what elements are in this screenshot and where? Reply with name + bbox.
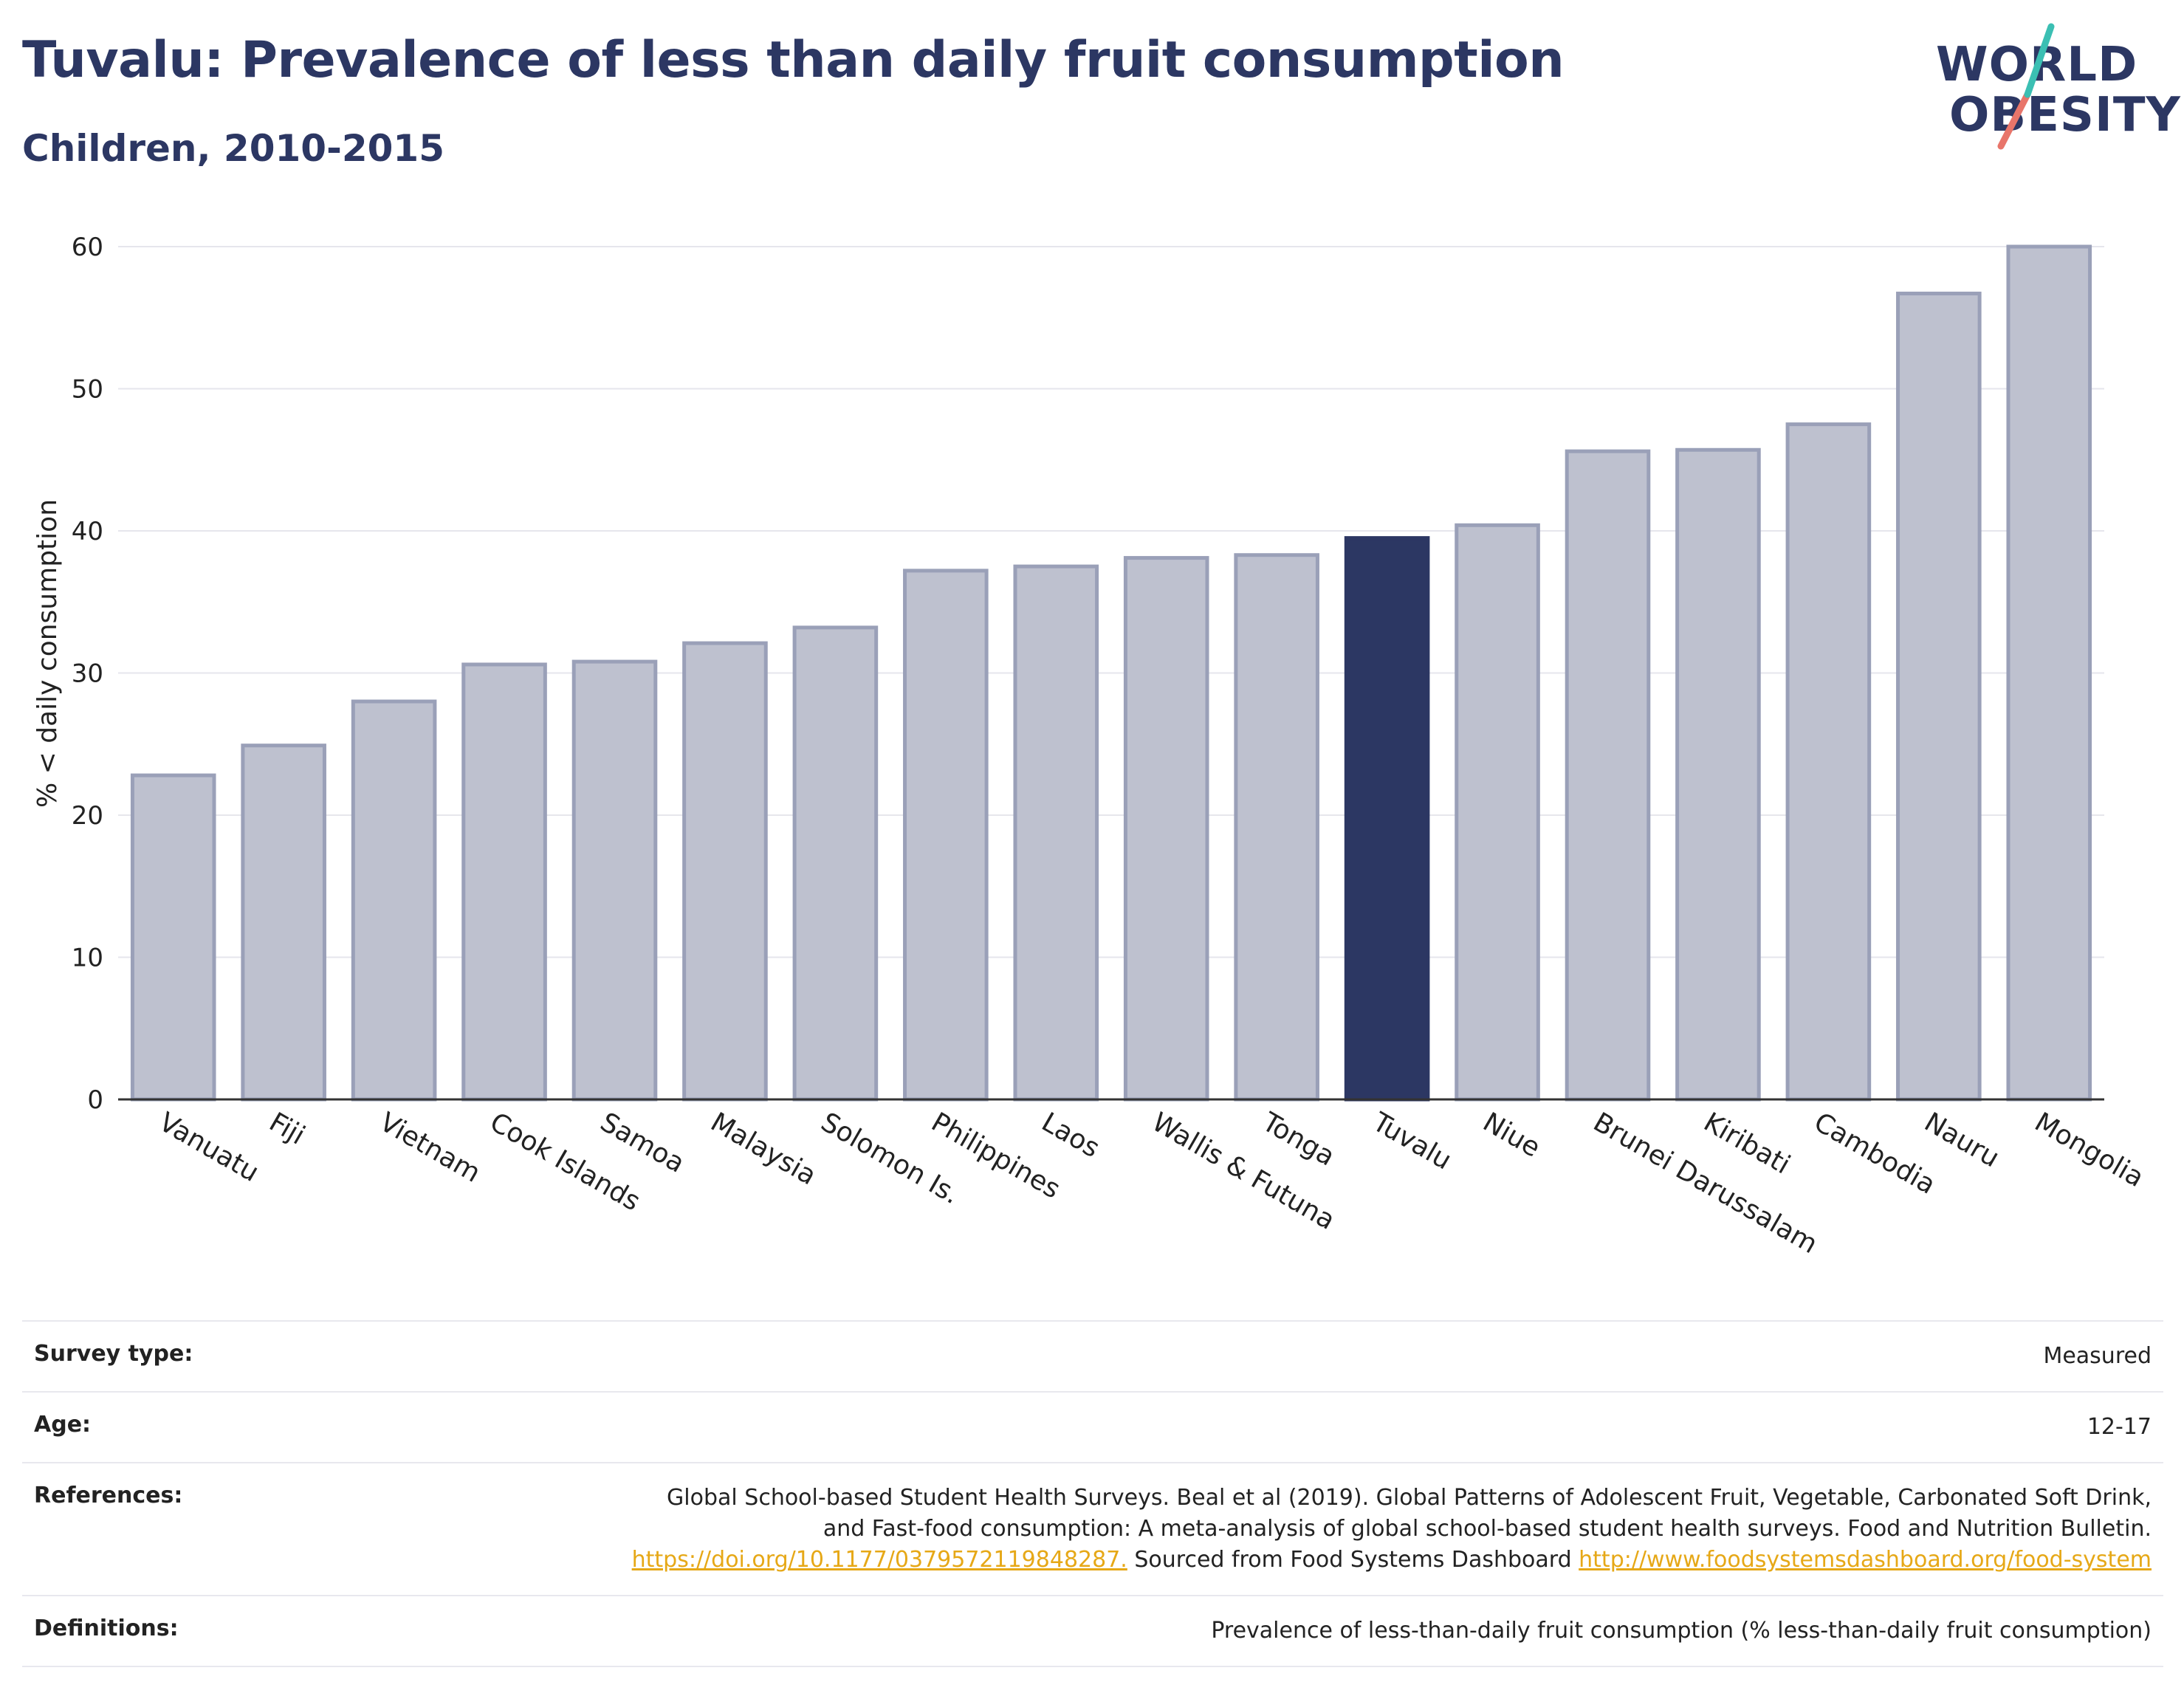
x-tick-label: Mongolia (2030, 1107, 2149, 1193)
definitions-value: Prevalence of less-than-daily fruit cons… (1211, 1618, 2152, 1644)
bar-fiji (241, 744, 326, 1102)
bar-niue (1455, 523, 1540, 1102)
x-tick-label: Kiribati (1698, 1107, 1795, 1180)
x-tick-label: Samoa (595, 1107, 690, 1179)
logo-slash-icon (1997, 23, 2055, 150)
references-text-2: and Fast-food consumption: A meta-analys… (823, 1516, 2152, 1542)
bar-brunei-darussalam (1565, 449, 1651, 1102)
bar-nauru (1896, 292, 1982, 1102)
bar-laos (1013, 564, 1099, 1102)
bar-mongolia (2006, 244, 2092, 1102)
y-tick-label: 30 (72, 659, 103, 689)
x-tick-label: Nauru (1919, 1107, 2004, 1173)
bar-malaysia (682, 641, 768, 1102)
bar-vietnam (351, 699, 437, 1102)
world-obesity-logo: WORLD OBESITY (1927, 21, 2180, 161)
y-axis-label: % < daily consumption (32, 499, 63, 808)
survey-type-label: Survey type: (34, 1341, 193, 1367)
y-tick-label: 20 (72, 801, 103, 831)
definitions-label: Definitions: (34, 1616, 179, 1641)
food-systems-link[interactable]: http://www.foodsystemsdashboard.org/food… (1579, 1547, 2152, 1573)
x-tick-label: Tonga (1257, 1107, 1340, 1173)
y-tick-label: 40 (72, 517, 103, 546)
references-label: References: (34, 1483, 183, 1508)
bar-solomon-is- (792, 625, 879, 1102)
age-row: Age: 12-17 (22, 1391, 2163, 1462)
age-label: Age: (34, 1412, 92, 1438)
x-tick-label: Laos (1037, 1107, 1105, 1164)
y-tick-label: 50 (72, 375, 103, 405)
age-value: 12-17 (2087, 1414, 2152, 1440)
y-tick-label: 10 (72, 944, 103, 973)
bars (130, 244, 2092, 1102)
logo-line-2: OBESITY (1949, 88, 2181, 143)
references-text-3: Sourced from Food Systems Dashboard (1127, 1547, 1579, 1573)
y-tick-label: 0 (87, 1085, 103, 1115)
survey-type-row: Survey type: Measured (22, 1320, 2163, 1391)
doi-link[interactable]: https://doi.org/10.1177/0379572119848287… (631, 1547, 1127, 1573)
y-tick-label: 60 (72, 233, 103, 262)
bar-cook-islands (461, 662, 547, 1102)
definitions-row: Definitions: Prevalence of less-than-dai… (22, 1595, 2163, 1667)
references-value: Global School-based Student Health Surve… (632, 1483, 2152, 1576)
x-tick-label: Cambodia (1809, 1107, 1940, 1201)
bar-kiribati (1675, 447, 1761, 1102)
bar-cambodia (1785, 422, 1872, 1102)
bar-wallis-futuna (1123, 556, 1209, 1102)
y-axis-ticks: 0 10 20 30 40 50 60 (72, 233, 103, 1115)
info-table: Survey type: Measured Age: 12-17 Referen… (22, 1320, 2163, 1667)
gridlines (118, 246, 2104, 958)
x-tick-label: Niue (1478, 1107, 1545, 1163)
x-tick-label: Malaysia (705, 1107, 821, 1191)
bar-tonga (1234, 553, 1319, 1102)
references-text-1: Global School-based Student Health Surve… (667, 1485, 2152, 1511)
bar-tuvalu (1344, 536, 1430, 1102)
x-tick-label: Fiji (264, 1107, 310, 1151)
bar-vanuatu (130, 773, 216, 1102)
x-tick-label: Wallis & Futuna (1147, 1107, 1340, 1236)
x-tick-label: Tuvalu (1367, 1107, 1456, 1176)
chart-subtitle: Children, 2010-2015 (22, 127, 444, 170)
survey-type-value: Measured (2043, 1343, 2152, 1369)
bar-philippines (903, 569, 989, 1102)
references-row: References: Global School-based Student … (22, 1462, 2163, 1595)
x-tick-label: Vanuatu (154, 1107, 264, 1188)
bar-samoa (571, 659, 658, 1102)
x-tick-label: Vietnam (374, 1107, 485, 1189)
chart-title: Tuvalu: Prevalence of less than daily fr… (22, 31, 1565, 89)
